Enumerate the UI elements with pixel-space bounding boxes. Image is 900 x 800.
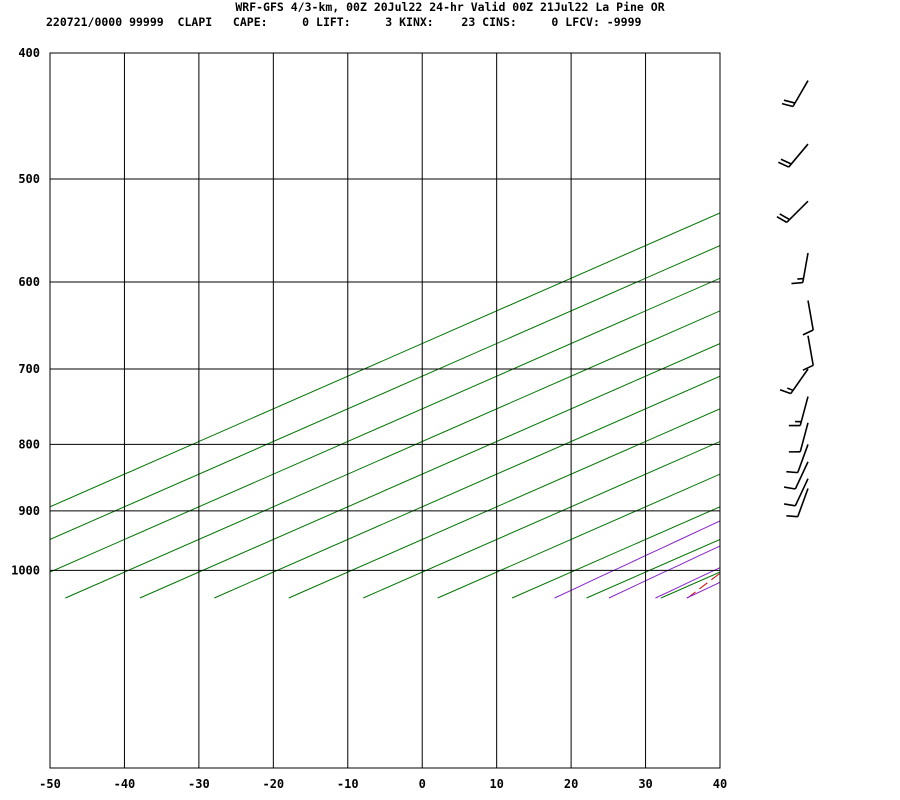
wind-barb — [802, 335, 814, 371]
thermo-background — [50, 24, 900, 599]
x-tick-label: -40 — [114, 777, 136, 791]
mixing-ratio-line — [686, 581, 720, 599]
barb-staff — [807, 300, 814, 331]
x-tick-label: -30 — [188, 777, 210, 791]
x-tick-label: -20 — [262, 777, 284, 791]
mixing-ratio-line — [751, 39, 900, 598]
chart-title: WRF-GFS 4/3-km, 00Z 20Jul22 24-hr Valid … — [235, 0, 664, 14]
y-tick-label: 900 — [18, 504, 40, 518]
y-tick-label: 800 — [18, 437, 40, 451]
barb-feather — [779, 213, 791, 221]
axis-ticks: -50 -40 -30 -20 -10 0 10 20 30 40 400 500 600 700 800 9… — [11, 46, 727, 791]
isotherm-line — [50, 245, 720, 540]
barb-feather — [783, 99, 796, 104]
x-tick-label: 30 — [638, 777, 652, 791]
wind-barbs — [776, 80, 814, 518]
isotherm-line — [288, 408, 720, 599]
y-tick-label: 700 — [18, 362, 40, 376]
barb-staff — [788, 143, 809, 168]
x-tick-label: -50 — [39, 777, 61, 791]
barb-feather — [778, 161, 790, 168]
barb-feather — [780, 158, 792, 165]
wind-barb — [788, 396, 809, 427]
barb-staff — [790, 368, 809, 395]
stats-line: 220721/0000 99999 CLAPI CAPE: 0 LIFT: 3 … — [46, 15, 642, 29]
wind-barb — [791, 252, 809, 285]
isotherm-line — [50, 277, 720, 573]
mixing-ratio-line — [608, 545, 720, 599]
wind-barb — [779, 368, 809, 395]
x-tick-label: 0 — [419, 777, 426, 791]
barb-feather — [791, 281, 803, 285]
isotherm-line — [884, 24, 900, 598]
wind-barb — [783, 478, 809, 507]
isotherm-line — [50, 212, 720, 508]
barb-staff — [799, 396, 809, 426]
barb-feather — [802, 329, 814, 336]
wind-barb — [786, 444, 809, 474]
isotherm-line — [139, 342, 720, 599]
isotherm-line — [735, 24, 900, 598]
mixing-ratio-line — [843, 39, 900, 598]
y-tick-label: 1000 — [11, 563, 40, 577]
wind-barb — [788, 422, 809, 453]
dry-adiabat-line — [763, 24, 900, 598]
isotherm-line — [362, 440, 720, 599]
barb-feather — [786, 514, 798, 518]
barb-staff — [802, 252, 809, 283]
barb-half-feather — [787, 387, 794, 392]
y-tick-label: 500 — [18, 172, 40, 186]
wind-barb — [781, 80, 809, 108]
barb-staff — [799, 422, 809, 453]
barb-feather — [783, 503, 796, 507]
barb-staff — [796, 488, 809, 517]
barb-staff — [794, 461, 809, 490]
isotherm-line — [214, 375, 720, 599]
barb-feather — [783, 486, 796, 490]
wind-barb — [802, 300, 814, 336]
isotherm-line — [437, 473, 720, 599]
barb-feather — [786, 470, 798, 474]
wind-barb — [778, 143, 809, 168]
barb-feather — [802, 364, 814, 371]
barb-staff — [796, 444, 809, 473]
x-tick-label: 40 — [713, 777, 727, 791]
y-tick-label: 600 — [18, 275, 40, 289]
mixing-ratio-line — [820, 39, 900, 598]
grid — [50, 53, 720, 768]
mixing-ratio-line — [790, 39, 900, 598]
mixing-ratio-line — [554, 520, 720, 599]
wind-barb — [783, 461, 809, 490]
barb-staff — [807, 335, 814, 366]
y-tick-label: 400 — [18, 46, 40, 60]
barb-staff — [792, 80, 809, 107]
barb-staff — [786, 200, 809, 223]
barb-feather — [776, 216, 788, 224]
plot-frame — [49, 52, 721, 769]
wind-barb — [786, 488, 809, 518]
dry-adiabat-line — [838, 24, 900, 598]
isotherm-line — [660, 571, 720, 599]
x-tick-label: 10 — [489, 777, 503, 791]
barb-feather — [781, 102, 794, 108]
mixing-ratio-line — [879, 39, 900, 598]
wind-barb — [776, 200, 809, 224]
x-tick-label: -10 — [337, 777, 359, 791]
isotherm-line — [65, 310, 720, 599]
barb-feather — [779, 388, 792, 395]
barb-staff — [794, 478, 809, 507]
mixing-ratio-line — [655, 567, 720, 599]
isotherm-line — [810, 24, 900, 598]
x-tick-label: 20 — [564, 777, 578, 791]
